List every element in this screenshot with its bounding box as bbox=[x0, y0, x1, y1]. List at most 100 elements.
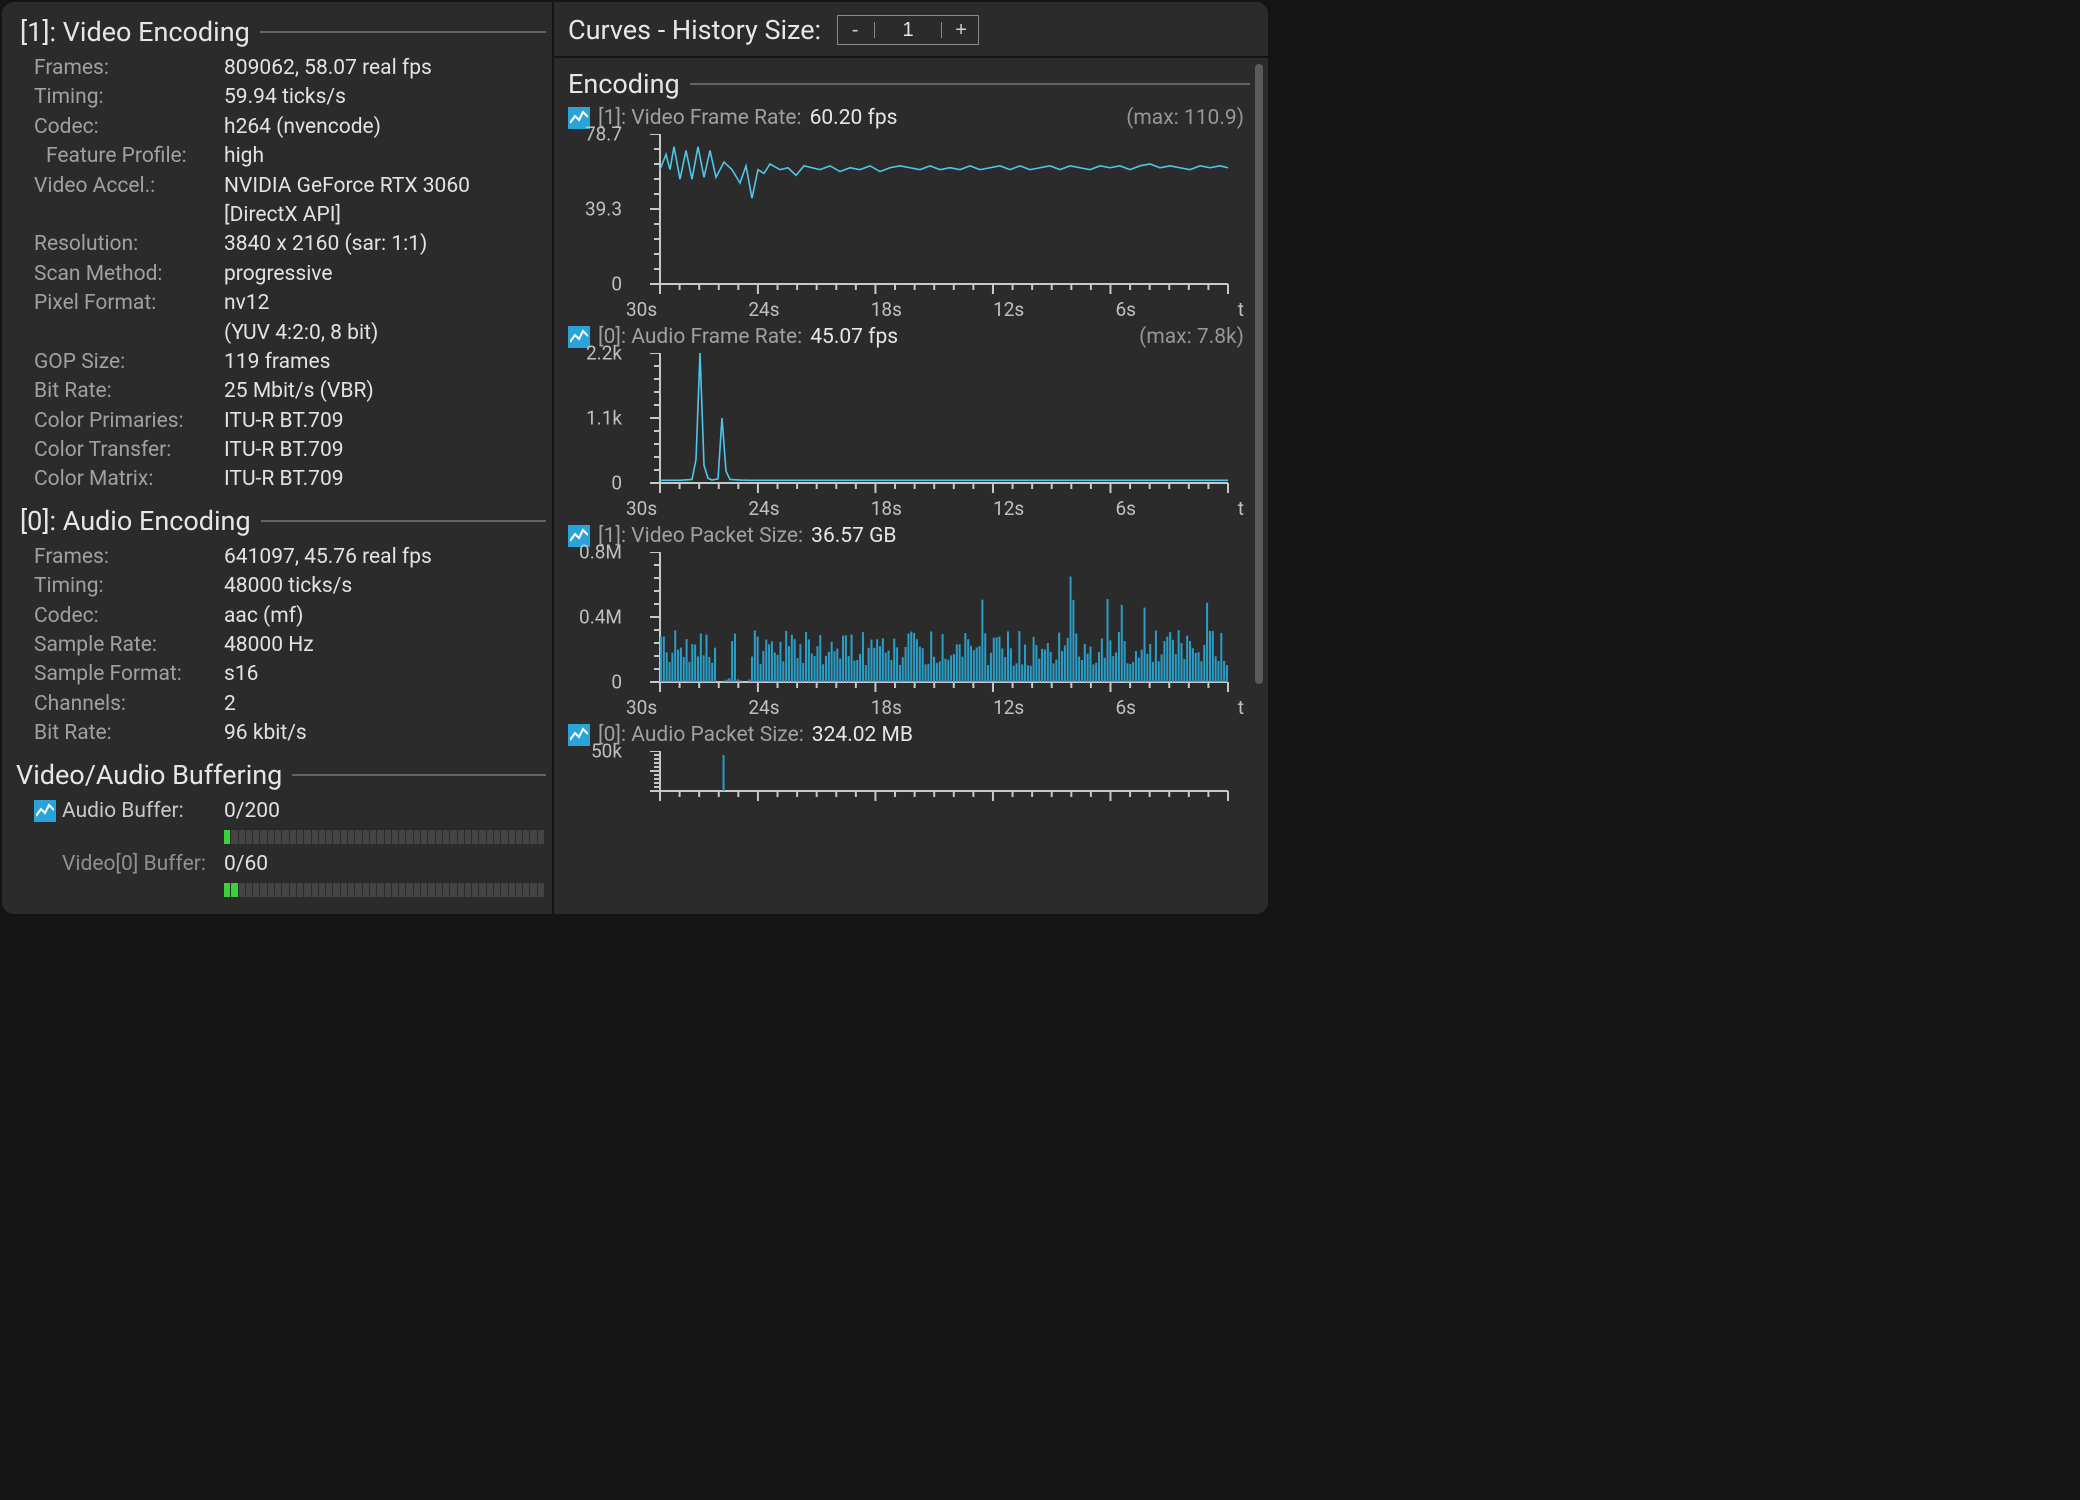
audio-buffer-row: Audio Buffer: 0/200 bbox=[20, 797, 546, 844]
stat-key bbox=[20, 201, 224, 230]
stats-pane: [1]: Video Encoding Frames:809062, 58.07… bbox=[2, 2, 554, 914]
chart-max: (max: 110.9) bbox=[1126, 106, 1250, 130]
x-tick-label: 12s bbox=[993, 298, 1115, 321]
y-tick-label: 39.3 bbox=[585, 198, 622, 221]
video-encoding-title: [1]: Video Encoding bbox=[20, 16, 546, 48]
stat-key: Resolution: bbox=[20, 230, 224, 259]
section-label: [0]: Audio Encoding bbox=[20, 505, 251, 537]
x-tick-label: 12s bbox=[993, 497, 1115, 520]
curves-pane: Curves - History Size: - + Encoding [1]:… bbox=[554, 2, 1268, 914]
stat-key: Timing: bbox=[20, 83, 224, 112]
stat-value: progressive bbox=[224, 260, 333, 289]
stat-value: high bbox=[224, 142, 264, 171]
x-tick-label: t bbox=[1238, 696, 1250, 719]
encoding-section-title: Encoding bbox=[568, 68, 1250, 100]
stat-value: 59.94 ticks/s bbox=[224, 83, 346, 112]
video-buffer-row: Video[0] Buffer: 0/60 bbox=[20, 850, 546, 897]
stat-value: 48000 Hz bbox=[224, 631, 314, 660]
stat-value: 641097, 45.76 real fps bbox=[224, 543, 432, 572]
section-rule bbox=[292, 774, 546, 776]
stat-row: Bit Rate:25 Mbit/s (VBR) bbox=[20, 377, 546, 406]
stat-value: aac (mf) bbox=[224, 602, 303, 631]
chart-audio-packet-size: [0]: Audio Packet Size: 324.02 MB50k bbox=[568, 723, 1250, 805]
y-tick-label: 0 bbox=[611, 472, 622, 495]
history-increment-button[interactable]: + bbox=[944, 16, 978, 44]
stat-key: Channels: bbox=[20, 690, 224, 719]
chart-label: [1]: Video Packet Size: bbox=[598, 524, 803, 548]
chart-audio-frame-rate: [0]: Audio Frame Rate: 45.07 fps(max: 7.… bbox=[568, 325, 1250, 520]
curves-scroll-area: Encoding [1]: Video Frame Rate: 60.20 fp… bbox=[554, 58, 1250, 914]
stat-row: Frames:809062, 58.07 real fps bbox=[20, 54, 546, 83]
stat-row: Sample Rate:48000 Hz bbox=[20, 631, 546, 660]
y-tick-label: 78.7 bbox=[585, 123, 622, 146]
stat-row: Pixel Format:nv12 bbox=[20, 289, 546, 318]
stat-row: GOP Size:119 frames bbox=[20, 348, 546, 377]
x-tick-label: 24s bbox=[748, 696, 870, 719]
x-tick-label: 6s bbox=[1115, 497, 1237, 520]
chart-video-packet-size: [1]: Video Packet Size: 36.57 GB0.8M0.4M… bbox=[568, 524, 1250, 719]
stat-value: ITU-R BT.709 bbox=[224, 436, 344, 465]
chart-max: (max: 7.8k) bbox=[1139, 325, 1250, 349]
stat-row: Color Transfer:ITU-R BT.709 bbox=[20, 436, 546, 465]
stat-key: Color Primaries: bbox=[20, 407, 224, 436]
stat-key: Feature Profile: bbox=[20, 142, 224, 171]
stat-key: Bit Rate: bbox=[20, 377, 224, 406]
audio-encoding-rows: Frames:641097, 45.76 real fpsTiming:4800… bbox=[20, 543, 546, 749]
chart-header: [0]: Audio Packet Size: 324.02 MB bbox=[568, 723, 1250, 747]
stat-row: Frames:641097, 45.76 real fps bbox=[20, 543, 546, 572]
y-tick-label: 0 bbox=[611, 273, 622, 296]
stat-key: Codec: bbox=[20, 113, 224, 142]
stat-row: Color Matrix:ITU-R BT.709 bbox=[20, 465, 546, 494]
curves-title: Curves - History Size: bbox=[568, 14, 821, 46]
stat-key: Frames: bbox=[20, 54, 224, 83]
x-tick-label: 30s bbox=[626, 497, 748, 520]
x-tick-label: 6s bbox=[1115, 696, 1237, 719]
stat-value: 2 bbox=[224, 690, 236, 719]
curves-header: Curves - History Size: - + bbox=[554, 2, 1268, 58]
buffer-value: 0/60 bbox=[224, 850, 544, 879]
stat-value: 809062, 58.07 real fps bbox=[224, 54, 432, 83]
chart-label: [0]: Audio Packet Size: bbox=[598, 723, 804, 747]
stat-row: Codec:h264 (nvencode) bbox=[20, 113, 546, 142]
stat-key: Frames: bbox=[20, 543, 224, 572]
stat-row: Channels:2 bbox=[20, 690, 546, 719]
scrollbar[interactable] bbox=[1250, 58, 1268, 914]
stat-key bbox=[20, 319, 224, 348]
buffer-label: Audio Buffer: bbox=[62, 797, 184, 826]
scrollbar-thumb[interactable] bbox=[1255, 64, 1263, 684]
x-tick-label: 30s bbox=[626, 696, 748, 719]
x-tick-label: 12s bbox=[993, 696, 1115, 719]
stat-row: Sample Format:s16 bbox=[20, 660, 546, 689]
video-buffer-bar bbox=[224, 883, 544, 897]
chart-icon[interactable] bbox=[34, 800, 56, 822]
x-tick-label: 24s bbox=[748, 497, 870, 520]
history-decrement-button[interactable]: - bbox=[838, 16, 872, 44]
chart-value: 36.57 GB bbox=[811, 524, 896, 548]
x-tick-label: 18s bbox=[871, 298, 993, 321]
chart-icon[interactable] bbox=[568, 724, 590, 746]
chart-header: [1]: Video Packet Size: 36.57 GB bbox=[568, 524, 1250, 548]
history-size-stepper[interactable]: - + bbox=[837, 15, 979, 45]
section-label: Video/Audio Buffering bbox=[16, 759, 282, 791]
y-tick-label: 1.1k bbox=[586, 407, 622, 430]
video-encoding-rows: Frames:809062, 58.07 real fpsTiming:59.9… bbox=[20, 54, 546, 495]
stat-value: h264 (nvencode) bbox=[224, 113, 381, 142]
section-label: [1]: Video Encoding bbox=[20, 16, 250, 48]
stat-key: Codec: bbox=[20, 602, 224, 631]
stat-value: (YUV 4:2:0, 8 bit) bbox=[224, 319, 378, 348]
buffer-label: Video[0] Buffer: bbox=[62, 850, 206, 879]
stat-row: Timing:48000 ticks/s bbox=[20, 572, 546, 601]
x-tick-label: t bbox=[1238, 298, 1250, 321]
stat-row: Bit Rate:96 kbit/s bbox=[20, 719, 546, 748]
diagnostics-window: [1]: Video Encoding Frames:809062, 58.07… bbox=[0, 0, 1270, 916]
stat-value: 48000 ticks/s bbox=[224, 572, 352, 601]
stat-key: Video Accel.: bbox=[20, 172, 224, 201]
stat-value: 25 Mbit/s (VBR) bbox=[224, 377, 374, 406]
stat-row: (YUV 4:2:0, 8 bit) bbox=[20, 319, 546, 348]
stat-row: Video Accel.:NVIDIA GeForce RTX 3060 bbox=[20, 172, 546, 201]
section-label: Encoding bbox=[568, 68, 680, 100]
chart-value: 45.07 fps bbox=[810, 325, 898, 349]
history-size-input[interactable] bbox=[877, 19, 939, 42]
audio-encoding-title: [0]: Audio Encoding bbox=[20, 505, 546, 537]
section-rule bbox=[260, 31, 546, 33]
